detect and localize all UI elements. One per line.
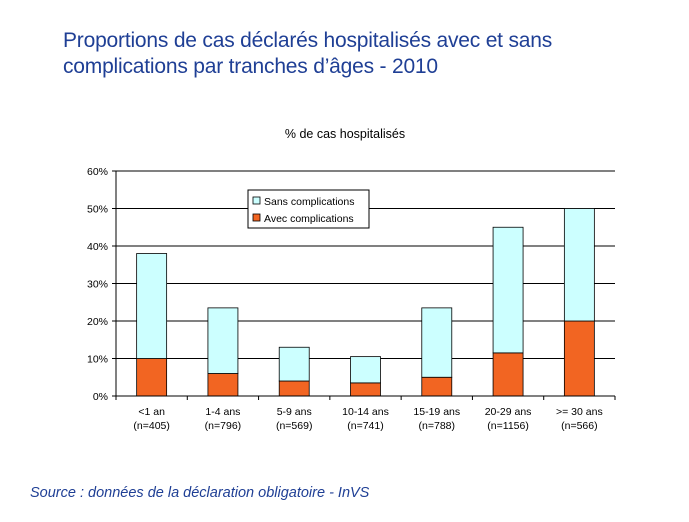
x-tick-sublabel: (n=796)	[205, 420, 241, 432]
y-tick-label: 60%	[87, 166, 108, 178]
bar-sans-1	[207, 307, 239, 374]
x-tick-sublabel: (n=566)	[561, 420, 597, 432]
y-tick-label: 50%	[87, 204, 108, 216]
bar-avec-3	[350, 382, 381, 397]
bar-avec-5	[492, 352, 524, 397]
bars	[136, 208, 595, 397]
legend-swatch-sans	[252, 196, 261, 205]
bar-avec-2	[278, 380, 310, 397]
legend: Sans complications Avec complications	[247, 189, 370, 229]
bar-avec-4	[421, 376, 453, 397]
bar-sans-2	[278, 346, 310, 382]
bar-avec-1	[207, 373, 239, 397]
x-tick-sublabel: (n=405)	[133, 420, 169, 432]
legend-label-sans: Sans complications	[264, 196, 354, 208]
slide-title: Proportions de cas déclarés hospitalisés…	[63, 28, 663, 80]
x-tick-label: 10-14 ans	[342, 406, 389, 418]
bar-sans-4	[421, 307, 453, 378]
bar-sans-3	[350, 356, 381, 384]
y-tick-label: 20%	[87, 316, 108, 328]
bar-avec-0	[136, 358, 168, 397]
slide-title-line-2: complications par tranches d’âges - 2010	[63, 55, 438, 78]
x-tick-sublabel: (n=1156)	[487, 420, 529, 432]
axes	[115, 171, 616, 400]
x-tick-sublabel: (n=741)	[347, 420, 383, 432]
y-tick-label: 0%	[93, 391, 108, 403]
chart-title: % de cas hospitalisés	[285, 127, 405, 141]
slide-title-line-1: Proportions de cas déclarés hospitalisés…	[63, 29, 553, 52]
y-tick-label: 10%	[87, 354, 108, 366]
y-tick-label: 30%	[87, 279, 108, 291]
source-note: Source : données de la déclaration oblig…	[30, 485, 370, 501]
y-tick-label: 40%	[87, 241, 108, 253]
legend-box	[247, 189, 370, 229]
bar-avec-6	[563, 320, 595, 397]
x-tick-label: 20-29 ans	[485, 406, 532, 418]
x-tick-label: 1-4 ans	[205, 406, 240, 418]
x-tick-sublabel: (n=788)	[419, 420, 455, 432]
bar-sans-0	[136, 253, 168, 359]
x-tick-label: 5-9 ans	[277, 406, 312, 418]
x-tick-label: 15-19 ans	[413, 406, 460, 418]
legend-swatch-avec	[252, 213, 261, 222]
bar-sans-6	[563, 208, 595, 322]
bar-sans-5	[492, 226, 524, 354]
x-tick-sublabel: (n=569)	[276, 420, 312, 432]
x-tick-label: >= 30 ans	[556, 406, 603, 418]
legend-label-avec: Avec complications	[264, 213, 354, 225]
x-tick-label: <1 an	[138, 406, 165, 418]
y-axis-tick-labels: 0% 10% 20% 30% 40% 50% 60%	[87, 166, 108, 403]
x-axis-tick-labels: <1 an (n=405) 1-4 ans (n=796) 5-9 ans (n=569)…	[133, 406, 602, 432]
